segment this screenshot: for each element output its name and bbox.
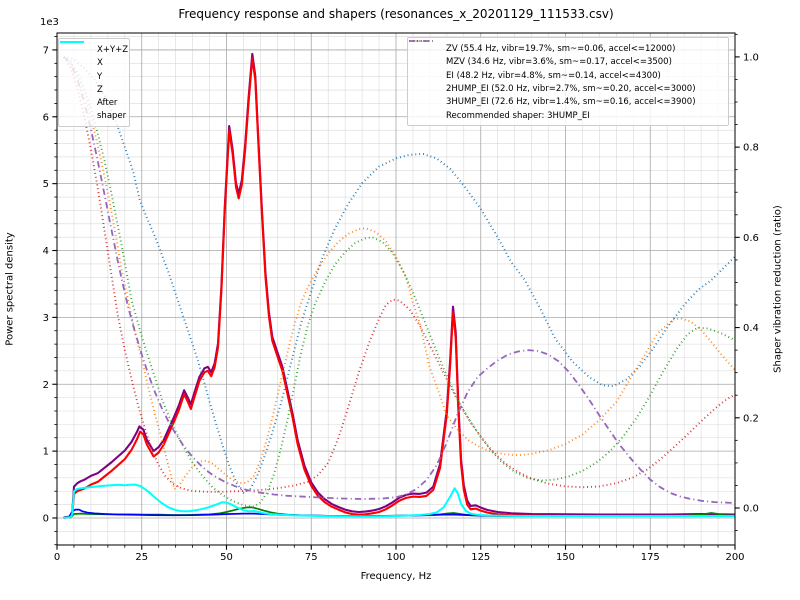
legend-item-label: X — [97, 58, 103, 69]
x-axis-label: Frequency, Hz — [360, 571, 432, 582]
series-curves — [62, 52, 735, 519]
y-axis-multiplier: 1e3 — [40, 17, 59, 28]
series-2hump_ei — [62, 56, 735, 493]
legend-shapers: ZV (55.4 Hz, vibr=19.7%, sm~=0.06, accel… — [407, 37, 729, 126]
svg-text:175: 175 — [641, 552, 660, 563]
y-axis-label-left: Power spectral density — [4, 232, 16, 346]
svg-text:0.4: 0.4 — [743, 323, 759, 334]
series-zv — [63, 55, 735, 494]
svg-text:25: 25 — [135, 552, 148, 563]
chart-title: Frequency response and shapers (resonanc… — [178, 7, 614, 21]
svg-text:3: 3 — [43, 313, 49, 324]
legend-item: After shaper — [60, 41, 127, 122]
svg-text:0.8: 0.8 — [743, 143, 759, 154]
series-x — [63, 56, 735, 519]
legend-item-label: MZV (34.6 Hz, vibr=3.6%, sm~=0.17, accel… — [446, 57, 672, 68]
legend-psd: X+Y+Z X Y Z After shaper — [58, 38, 130, 127]
svg-text:0.0: 0.0 — [743, 504, 759, 515]
svg-text:4: 4 — [43, 246, 49, 257]
legend-item: 2HUMP_EI (52.0 Hz, vibr=2.7%, sm~=0.20, … — [409, 40, 722, 95]
legend-item: X — [60, 40, 123, 69]
series-after-shaper — [63, 483, 735, 519]
svg-text:150: 150 — [556, 552, 575, 563]
legend-item-label: X+Y+Z — [97, 45, 129, 55]
svg-text:0: 0 — [54, 552, 60, 563]
legend-item-label: After shaper — [97, 98, 127, 121]
legend-item: ZV (55.4 Hz, vibr=19.7%, sm~=0.06, accel… — [409, 40, 722, 55]
legend-item: Z — [60, 41, 123, 96]
legend-item-label: 2HUMP_EI (52.0 Hz, vibr=2.7%, sm~=0.20, … — [446, 83, 696, 94]
legend-item-label: Z — [97, 84, 103, 95]
legend-item: EI (48.2 Hz, vibr=4.8%, sm~=0.14, accel<… — [409, 40, 722, 82]
svg-text:0.6: 0.6 — [743, 233, 759, 244]
legend-item-label: ZV (55.4 Hz, vibr=19.7%, sm~=0.06, accel… — [446, 44, 676, 54]
legend-item: 3HUMP_EI (72.6 Hz, vibr=1.4%, sm~=0.16, … — [409, 40, 722, 108]
svg-text:0: 0 — [43, 513, 49, 524]
ticks — [52, 33, 740, 550]
tick-labels: 0 25 50 75 100 125 150 175 200 0 1 2 3 4 5 6 7 0.0 0.2 0.4 0… — [43, 45, 759, 563]
series-3hump_ei — [63, 56, 735, 504]
svg-text:0.2: 0.2 — [743, 413, 759, 424]
legend-item-label: Y — [97, 71, 103, 82]
legend-recommended-note: Recommended shaper: 3HUMP_EI — [446, 110, 590, 121]
svg-text:6: 6 — [43, 112, 49, 123]
svg-text:75: 75 — [305, 552, 318, 563]
svg-text:100: 100 — [386, 552, 405, 563]
svg-text:2: 2 — [43, 380, 49, 391]
legend-item: Y — [60, 41, 123, 83]
svg-text:125: 125 — [471, 552, 490, 563]
svg-text:200: 200 — [725, 552, 744, 563]
svg-text:1: 1 — [43, 447, 49, 458]
svg-text:50: 50 — [220, 552, 233, 563]
svg-text:5: 5 — [43, 179, 49, 190]
legend-item-label: 3HUMP_EI (72.6 Hz, vibr=1.4%, sm~=0.16, … — [446, 97, 696, 108]
legend-line-solid — [60, 41, 84, 43]
legend-item: MZV (34.6 Hz, vibr=3.6%, sm~=0.17, accel… — [409, 40, 722, 68]
svg-text:1.0: 1.0 — [743, 52, 759, 63]
svg-text:7: 7 — [43, 45, 49, 56]
legend-item-label: EI (48.2 Hz, vibr=4.8%, sm~=0.14, accel<… — [446, 70, 661, 81]
y-axis-label-right: Shaper vibration reduction (ratio) — [772, 205, 784, 373]
legend-item: X+Y+Z — [60, 40, 128, 56]
legend-line-dashdot — [409, 40, 433, 42]
